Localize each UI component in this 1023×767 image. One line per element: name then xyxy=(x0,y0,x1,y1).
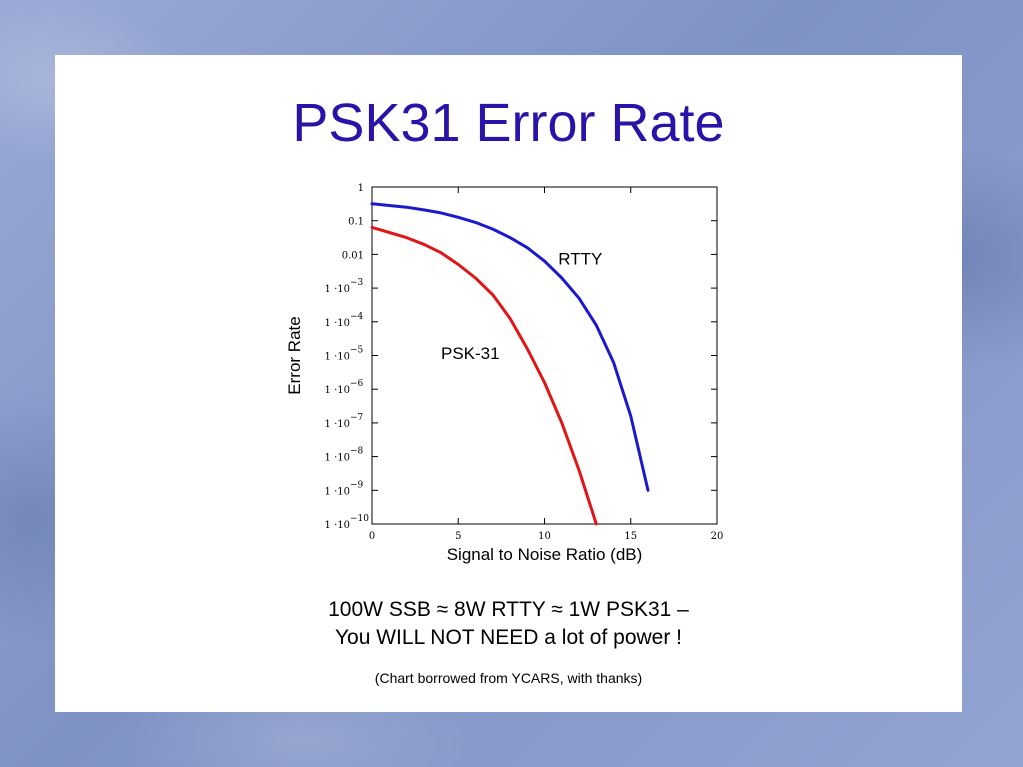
caption-credit: (Chart borrowed from YCARS, with thanks) xyxy=(374,670,643,686)
y-tick-label: 0.1 xyxy=(348,217,364,228)
y-tick-label: 1 ·10 xyxy=(325,385,350,396)
y-axis-label: Error Rate xyxy=(285,316,304,394)
y-tick-exponent: −4 xyxy=(350,312,364,322)
y-tick-label: 1 ·10 xyxy=(325,486,350,497)
caption-power-comparison: 100W SSB ≈ 8W RTTY ≈ 1W PSK31 – xyxy=(328,598,689,621)
chart-series xyxy=(370,202,650,526)
slide-title: PSK31 Error Rate xyxy=(292,93,725,153)
x-tick-label: 5 xyxy=(455,531,461,542)
y-tick-exponent: −10 xyxy=(350,514,369,524)
y-tick-label: 1 ·10 xyxy=(325,284,350,295)
y-tick-exponent: −6 xyxy=(350,379,364,389)
chart-axes xyxy=(371,186,718,525)
series-label-psk31: PSK-31 xyxy=(441,344,500,363)
series-label-rtty: RTTY xyxy=(558,250,602,269)
y-tick-label: 1 ·10 xyxy=(325,352,350,363)
y-tick-label: 1 ·10 xyxy=(325,453,350,464)
series-line-psk31 xyxy=(370,225,598,526)
y-tick-exponent: −5 xyxy=(350,346,364,356)
y-tick-exponent: −7 xyxy=(350,413,364,423)
x-axis-label: Signal to Noise Ratio (dB) xyxy=(447,545,643,564)
y-tick-exponent: −9 xyxy=(350,480,364,490)
x-tick-label: 10 xyxy=(538,531,551,542)
y-tick-label: 1 ·10 xyxy=(325,318,350,329)
y-tick-label: 1 xyxy=(358,183,364,194)
y-tick-label: 1 ·10 xyxy=(325,520,350,531)
y-tick-label: 0.01 xyxy=(342,250,364,261)
x-tick-label: 20 xyxy=(711,531,724,542)
x-tick-label: 0 xyxy=(369,531,375,542)
y-tick-exponent: −8 xyxy=(350,447,364,457)
plot-frame xyxy=(371,186,718,525)
series-line-rtty xyxy=(370,202,650,492)
x-tick-label: 15 xyxy=(624,531,637,542)
slide-panel: PSK31 Error Rate 0 5 10 15 20 1 0.1 0.01 1 ·10 −3… xyxy=(55,55,962,712)
y-tick-label: 1 ·10 xyxy=(325,419,350,430)
caption-power-note: You WILL NOT NEED a lot of power ! xyxy=(334,626,683,649)
y-tick-exponent: −3 xyxy=(350,278,364,288)
